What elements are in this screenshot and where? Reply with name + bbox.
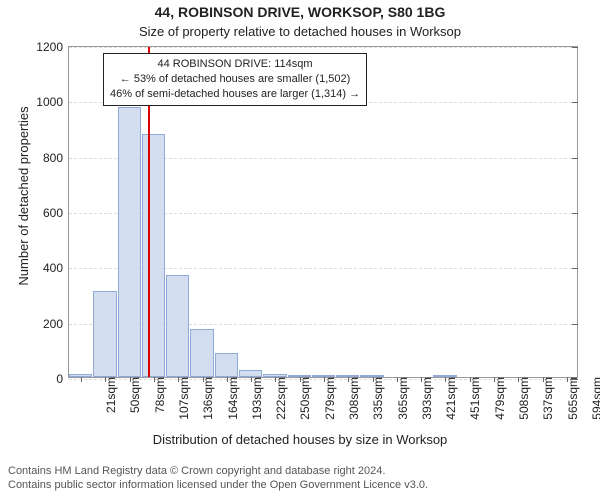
footer-line2: Contains public sector information licen… (8, 478, 592, 492)
x-tick-mark (324, 377, 325, 382)
y-tick-label: 1000 (36, 95, 69, 109)
y-tick-mark (572, 47, 578, 48)
chart-title-main: 44, ROBINSON DRIVE, WORKSOP, S80 1BG (0, 4, 600, 20)
x-tick-mark (203, 377, 204, 382)
y-tick-label: 0 (56, 372, 69, 386)
x-axis-label: Distribution of detached houses by size … (0, 432, 600, 447)
x-tick-mark (543, 377, 544, 382)
footer-line1: Contains HM Land Registry data © Crown c… (8, 464, 592, 478)
footer-attribution: Contains HM Land Registry data © Crown c… (0, 458, 600, 500)
x-tick-mark (275, 377, 276, 382)
x-tick-mark (445, 377, 446, 382)
annotation-line2: ← 53% of detached houses are smaller (1,… (110, 72, 360, 87)
x-tick-mark (397, 377, 398, 382)
x-tick-mark (81, 377, 82, 382)
x-tick-mark (300, 377, 301, 382)
y-tick-mark (572, 268, 578, 269)
histogram-bar (93, 291, 116, 377)
y-tick-mark (572, 213, 578, 214)
histogram-bar (118, 107, 141, 377)
annotation-line3: 46% of semi-detached houses are larger (… (110, 87, 360, 102)
x-tick-mark (227, 377, 228, 382)
x-tick-mark (494, 377, 495, 382)
histogram-bar (215, 353, 238, 377)
y-tick-mark (572, 102, 578, 103)
x-tick-mark (178, 377, 179, 382)
y-tick-label: 800 (43, 151, 69, 165)
histogram-bar (239, 370, 262, 377)
histogram-bar (190, 329, 213, 377)
x-tick-mark (348, 377, 349, 382)
x-tick-mark (154, 377, 155, 382)
chart-title-sub: Size of property relative to detached ho… (0, 24, 600, 39)
x-tick-label: 594sqm (572, 377, 600, 420)
y-tick-label: 200 (43, 317, 69, 331)
x-tick-mark (470, 377, 471, 382)
plot-area: 02004006008001000120021sqm50sqm78sqm107s… (68, 46, 578, 378)
x-tick-mark (421, 377, 422, 382)
y-tick-mark (572, 324, 578, 325)
x-tick-mark (130, 377, 131, 382)
y-tick-label: 400 (43, 261, 69, 275)
y-tick-mark (572, 158, 578, 159)
y-axis-label: Number of detached properties (16, 36, 31, 356)
y-gridline (69, 47, 577, 48)
histogram-chart: { "title_main": "44, ROBINSON DRIVE, WOR… (0, 0, 600, 500)
annotation-line1: 44 ROBINSON DRIVE: 114sqm (110, 57, 360, 72)
histogram-bar (166, 275, 189, 377)
x-tick-mark (373, 377, 374, 382)
x-tick-mark (567, 377, 568, 382)
x-tick-mark (251, 377, 252, 382)
x-tick-mark (518, 377, 519, 382)
histogram-bar (142, 134, 165, 377)
y-tick-label: 1200 (36, 40, 69, 54)
y-tick-label: 600 (43, 206, 69, 220)
annotation-box: 44 ROBINSON DRIVE: 114sqm← 53% of detach… (103, 53, 367, 106)
x-tick-mark (105, 377, 106, 382)
